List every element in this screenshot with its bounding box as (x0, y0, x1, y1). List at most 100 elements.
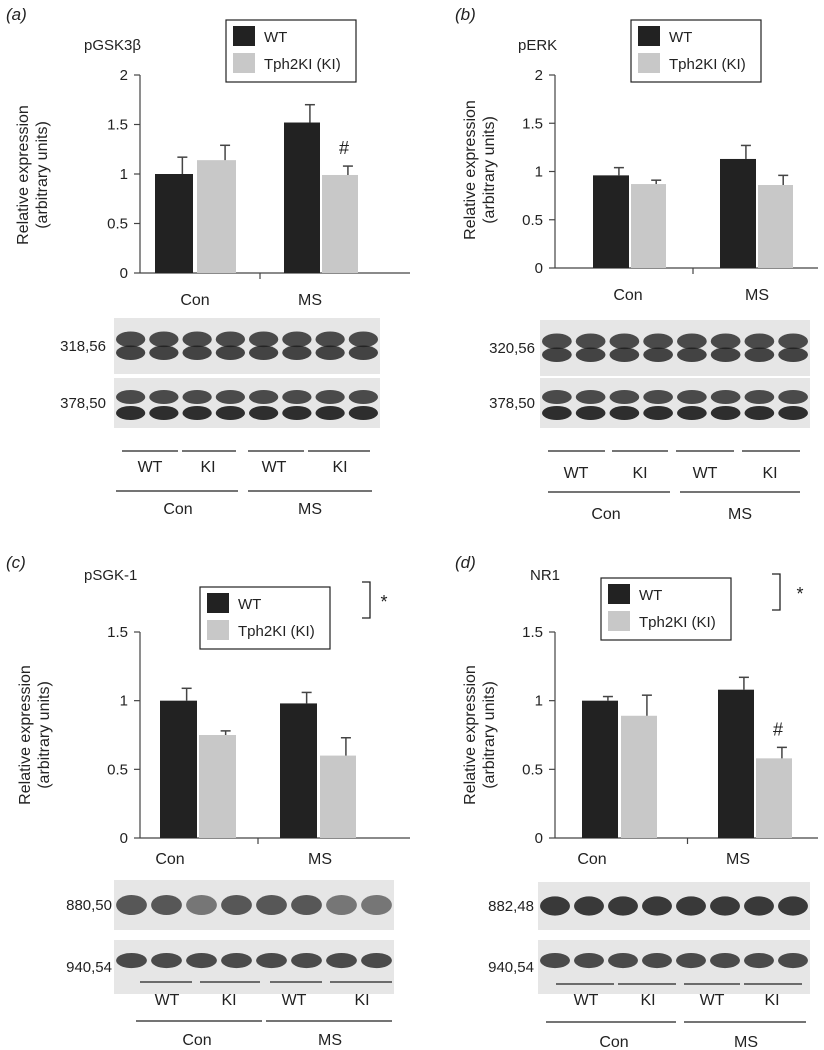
blot-row-label: 940,54 (66, 959, 112, 976)
blot-band (282, 331, 312, 348)
blot-band (744, 347, 775, 362)
blot-band (221, 952, 252, 969)
bar-wt-con (593, 175, 629, 268)
blot-band (574, 896, 604, 916)
bar-wt-ms (284, 122, 320, 274)
panel-d: (d) NR1 Relative expression (arbitrary unit… (455, 553, 818, 1050)
legend-swatch (608, 611, 630, 631)
blot-band (151, 952, 182, 969)
blot-band (677, 347, 707, 362)
bar-ki-con (631, 184, 666, 268)
blot-row-label: 318,56 (60, 338, 106, 355)
blot-band (677, 406, 707, 420)
y-axis-label-line: Relative expression (17, 665, 34, 805)
lane-label: WT (155, 992, 180, 1009)
blot-band (115, 331, 146, 348)
blot-band (221, 895, 252, 915)
x-category-label: Con (155, 851, 184, 868)
significance-asterisk: * (380, 592, 387, 612)
lane-label: WT (693, 465, 718, 482)
blot-membrane (114, 940, 394, 994)
blot-band (248, 331, 279, 348)
x-category-label: Con (613, 287, 642, 304)
blot-row-label: 378,50 (489, 395, 535, 412)
legend-label: WT (238, 596, 261, 613)
blot-band (182, 406, 212, 420)
y-tick-label: 1 (535, 693, 543, 710)
chart-title: NR1 (530, 567, 560, 584)
blot-row-label: 320,56 (489, 340, 535, 357)
legend-swatch (207, 593, 229, 613)
blot-band (642, 952, 672, 969)
x-category-label: MS (298, 292, 322, 309)
blot-band (256, 895, 287, 915)
blot-band (315, 331, 345, 348)
bar-wt-ms (280, 703, 317, 838)
legend-swatch (608, 584, 630, 604)
blot-band (149, 406, 179, 420)
panel-label: (c) (6, 553, 26, 572)
blot-band (542, 333, 572, 350)
y-tick-label: 1.5 (107, 117, 128, 134)
significance-bracket (772, 573, 781, 611)
legend-swatch (233, 26, 255, 46)
blot-membrane (540, 320, 810, 376)
lane-label: KI (764, 992, 779, 1009)
blot-band (291, 952, 322, 969)
blot-row-label: 880,50 (66, 897, 112, 914)
blot-band (744, 333, 775, 350)
y-tick-label: 1 (120, 693, 128, 710)
blot-band (361, 895, 392, 915)
blot-band (116, 952, 147, 969)
blot-band (778, 406, 808, 420)
condition-label: MS (318, 1032, 342, 1049)
blot-band (542, 347, 572, 362)
y-tick-label: 0 (120, 830, 128, 847)
condition-label: Con (599, 1034, 628, 1050)
blot-band (348, 406, 379, 420)
y-tick-label: 0 (535, 260, 543, 277)
blot-band (315, 390, 345, 404)
condition-label: MS (734, 1034, 758, 1050)
legend: WT Tph2KI (KI) (630, 19, 762, 83)
bar-wt-con (582, 700, 618, 838)
blot-band (643, 390, 673, 404)
y-axis-label-line: Relative expression (15, 105, 32, 245)
y-axis-label-line: Relative expression (462, 665, 479, 805)
blot-band (778, 390, 808, 404)
blot-band (248, 345, 279, 360)
blot-band (677, 333, 707, 350)
blot-band (182, 345, 212, 360)
western-blot: 880,50 940,54 WT KI WT KI Con MS (66, 880, 394, 1049)
blot-band (676, 952, 706, 969)
lane-label: WT (564, 465, 589, 482)
blot-band (778, 347, 808, 362)
x-category-label: MS (726, 851, 750, 868)
blot-band (282, 345, 312, 360)
blot-band (215, 331, 246, 348)
condition-label: Con (163, 501, 192, 518)
blot-band (540, 952, 570, 969)
y-axis-label-line: (arbitrary units) (481, 681, 498, 789)
y-tick-label: 1.5 (107, 624, 128, 641)
blot-row-label: 378,50 (60, 395, 106, 412)
y-axis-label: Relative expression (arbitrary units) (462, 100, 498, 240)
blot-band (744, 406, 775, 420)
legend-label: Tph2KI (KI) (238, 623, 315, 640)
blot-band (643, 347, 673, 362)
blot-band (575, 333, 606, 350)
legend-swatch (233, 53, 255, 73)
western-blot: 318,56 378,50 WT KI WT KI Con MS (60, 318, 380, 518)
blot-band (315, 345, 345, 360)
y-tick-label: 2 (535, 67, 543, 84)
bar-ki-ms (756, 758, 792, 838)
legend: WT Tph2KI (KI) (225, 19, 357, 83)
blot-membrane (538, 940, 810, 994)
legend: WT Tph2KI (KI) (600, 577, 732, 641)
legend-label: Tph2KI (KI) (264, 56, 341, 73)
blot-membrane (540, 378, 810, 428)
blot-band (149, 331, 179, 348)
significance-mark: # (773, 719, 783, 739)
significance-asterisk: * (796, 584, 803, 604)
